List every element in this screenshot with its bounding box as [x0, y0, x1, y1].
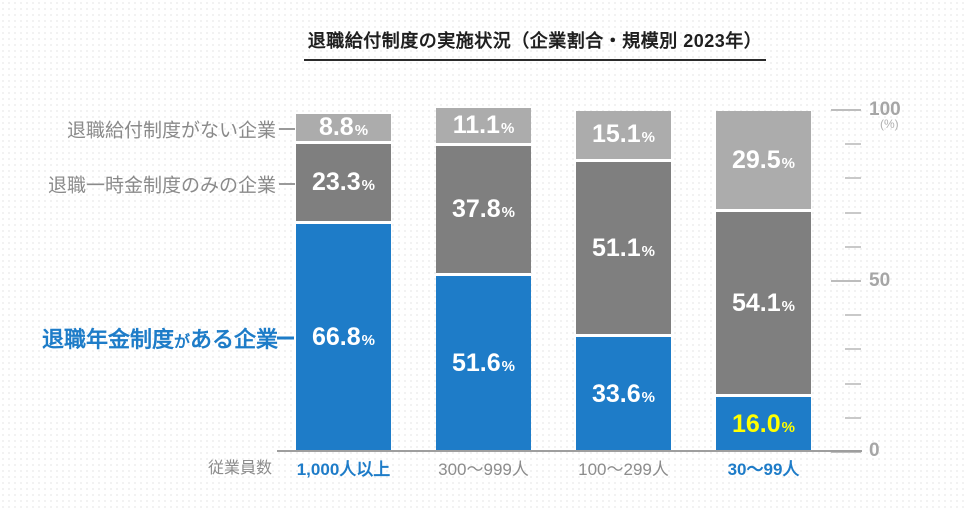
label-pension-suffix: ある企業 [189, 326, 278, 352]
minor-tick-20 [845, 382, 861, 385]
minor-tick-80 [845, 177, 861, 180]
bar-1-segment-2: 23.3% [296, 143, 391, 224]
value-label: 33.6% [591, 380, 655, 409]
bar-1-segment-3: 8.8% [296, 112, 391, 144]
major-tick-50 [831, 280, 861, 282]
x-axis-line [277, 450, 862, 452]
value-label: 16.0% [731, 410, 795, 439]
value-label: 37.8% [451, 194, 515, 223]
bar-2-segment-1: 51.6% [436, 275, 531, 452]
value-label: 66.8% [311, 323, 375, 352]
value-label: 51.6% [451, 349, 515, 378]
minor-tick-70 [845, 211, 861, 214]
value-label: 29.5% [731, 145, 795, 174]
value-label: 15.1% [591, 120, 655, 149]
value-label: 8.8% [318, 112, 369, 141]
category-label-4: 30～99人 [727, 460, 800, 479]
y-axis-label-100: 100 [869, 99, 901, 120]
y-axis-label-50: 50 [869, 270, 891, 291]
value-label: 11.1% [452, 111, 515, 140]
chart-title-wrap: 退職給付制度の実施状況（企業割合・規模別 2023年） [275, 27, 795, 61]
label-pension-system: 退職年金制度がある企業 [42, 322, 278, 354]
leader-line-no-system [279, 127, 295, 130]
bar-2-segment-2: 37.8% [436, 146, 531, 276]
leader-line-lump-sum [279, 182, 295, 185]
value-label: 54.1% [731, 288, 795, 317]
major-tick-0 [831, 451, 861, 453]
minor-tick-90 [845, 143, 861, 146]
minor-tick-30 [845, 348, 861, 351]
bar-3-segment-2: 51.1% [576, 162, 671, 338]
label-pension-particle: が [173, 333, 190, 351]
x-axis-title: 従業員数 [207, 460, 272, 477]
leader-line-pension [277, 336, 294, 340]
label-no-pension-system: 退職給付制度がない企業 [67, 115, 276, 142]
category-label-3: 100～299人 [578, 460, 669, 479]
bar-4-segment-1: 16.0% [716, 397, 811, 452]
y-axis-unit: (%) [880, 117, 899, 131]
bar-3-segment-3: 15.1% [576, 110, 671, 163]
bar-1-segment-1: 66.8% [296, 223, 391, 452]
minor-tick-60 [845, 245, 861, 248]
minor-tick-40 [845, 314, 861, 317]
value-label: 51.1% [591, 233, 655, 262]
bar-3-segment-1: 33.6% [576, 337, 671, 452]
bar-4-segment-3: 29.5% [716, 111, 811, 213]
bar-2-segment-3: 11.1% [436, 108, 531, 147]
category-label-1: 1,000人以上 [296, 460, 391, 479]
minor-tick-10 [845, 416, 861, 419]
value-label: 23.3% [311, 167, 375, 196]
y-axis-label-0: 0 [869, 440, 880, 461]
bar-4-segment-2: 54.1% [716, 212, 811, 398]
label-no-pension-system-text: 退職給付制度がない企業 [66, 120, 276, 142]
major-tick-100 [831, 109, 861, 111]
category-label-2: 300～999人 [438, 460, 529, 479]
label-lump-sum-only-text: 退職一時金制度のみの企業 [47, 175, 276, 197]
label-pension-prefix: 退職年金制度 [41, 326, 174, 352]
label-lump-sum-only: 退職一時金制度のみの企業 [48, 170, 276, 197]
chart-title: 退職給付制度の実施状況（企業割合・規模別 2023年） [303, 27, 767, 61]
